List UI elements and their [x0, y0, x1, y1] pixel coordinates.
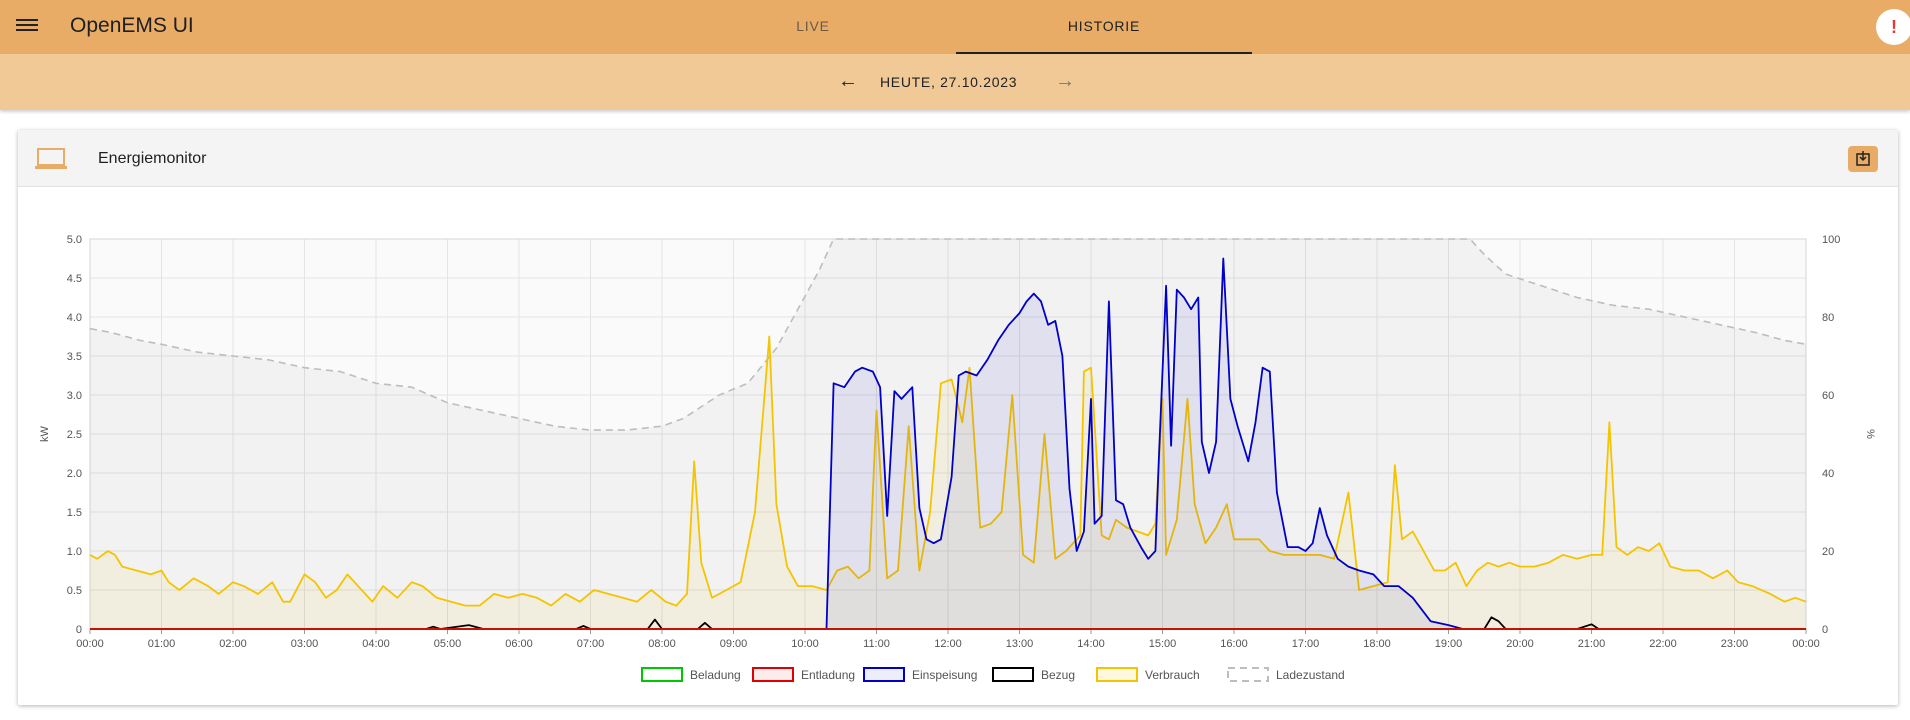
legend-label-bezug: Bezug [1041, 668, 1075, 682]
x-tick-label: 22:00 [1649, 638, 1677, 650]
x-tick-label: 08:00 [648, 638, 676, 650]
x-tick-label: 23:00 [1721, 638, 1749, 650]
legend-swatch-verbrauch [1096, 667, 1138, 682]
y-tick-label: 1.0 [67, 546, 82, 558]
x-tick-label: 07:00 [577, 638, 605, 650]
legend-label-einspeisung: Einspeisung [912, 668, 977, 682]
legend-swatch-bezug [992, 667, 1034, 682]
date-label[interactable]: HEUTE, 27.10.2023 [880, 74, 1018, 90]
series-area-verbrauch [90, 336, 1806, 629]
top-app-bar: OpenEMS UI LIVE HISTORIE ! [0, 0, 1910, 54]
tab-live[interactable]: LIVE [796, 18, 830, 34]
y-tick-label: 0 [76, 624, 82, 636]
y-tick-label: 5.0 [67, 234, 82, 246]
card-title: Energiemonitor [98, 150, 207, 167]
y2-tick-label: 40 [1822, 468, 1834, 480]
tab-historie[interactable]: HISTORIE [956, 0, 1252, 54]
x-tick-label: 11:00 [863, 638, 890, 650]
series-line-einspeisung [90, 257, 1806, 630]
legend-swatch-ladezustand [1227, 667, 1269, 682]
x-tick-label: 06:00 [505, 638, 533, 650]
series-area-einspeisung [90, 258, 1806, 629]
laptop-icon [35, 148, 67, 169]
x-tick-label: 13:00 [1006, 638, 1034, 650]
y-tick-label: 1.5 [67, 507, 82, 519]
y2-axis-title: % [1864, 429, 1876, 439]
legend-swatch-entladung [752, 667, 794, 682]
x-tick-label: 17:00 [1292, 638, 1320, 650]
y2-tick-label: 60 [1822, 390, 1834, 402]
x-tick-label: 20:00 [1506, 638, 1534, 650]
legend-label-entladung: Entladung [801, 668, 855, 682]
x-tick-label: 15:00 [1149, 638, 1177, 650]
arrow-right-icon[interactable]: → [1055, 70, 1075, 92]
series-line-ladezustand [89, 238, 1807, 431]
legend-swatch-beladung [641, 667, 683, 682]
x-tick-label: 03:00 [291, 638, 319, 650]
y-axis-title: kW [39, 425, 51, 442]
card-header: Energiemonitor [18, 130, 1898, 187]
x-tick-label: 18:00 [1363, 638, 1391, 650]
legend-label-beladung: Beladung [690, 668, 741, 682]
x-tick-label: 14:00 [1077, 638, 1105, 650]
x-tick-label: 10:00 [791, 638, 819, 650]
y2-tick-label: 100 [1822, 234, 1840, 246]
series-line-verbrauch [89, 335, 1807, 607]
legend-label-verbrauch: Verbrauch [1145, 668, 1200, 682]
x-tick-label: 00:00 [1792, 638, 1820, 650]
hamburger-menu-icon[interactable] [16, 16, 38, 38]
x-tick-label: 09:00 [720, 638, 748, 650]
x-tick-label: 01:00 [148, 638, 176, 650]
y2-tick-label: 80 [1822, 312, 1834, 324]
y-tick-label: 4.5 [67, 273, 82, 285]
x-tick-label: 05:00 [434, 638, 462, 650]
x-tick-label: 00:00 [76, 638, 104, 650]
app-title: OpenEMS UI [70, 14, 194, 37]
x-tick-label: 21:00 [1578, 638, 1606, 650]
y-tick-label: 3.5 [67, 351, 82, 363]
x-tick-label: 02:00 [219, 638, 247, 650]
y2-tick-label: 0 [1822, 624, 1828, 636]
energy-chart: 0 0.5 1.0 1.5 2.0 2.5 3.0 3.5 4.0 4.5 5.0 0 20 40 60 80… [39, 234, 1876, 682]
legend-swatch-einspeisung [863, 667, 905, 682]
download-icon [1856, 151, 1870, 166]
y-tick-label: 2.5 [67, 429, 82, 441]
x-tick-label: 04:00 [362, 638, 390, 650]
arrow-left-icon[interactable]: ← [838, 70, 858, 92]
legend-label-ladezustand: Ladezustand [1276, 668, 1345, 682]
y-tick-label: 4.0 [67, 312, 82, 324]
x-tick-label: 12:00 [934, 638, 962, 650]
energy-monitor-card: Energiemonitor 0 0.5 1.0 1.5 2.0 2.5 3.0 3.5 4.0… [18, 130, 1898, 705]
date-navigation-bar: ← HEUTE, 27.10.2023 → [0, 54, 1910, 110]
x-tick-label: 19:00 [1435, 638, 1463, 650]
download-button[interactable] [1848, 146, 1878, 172]
alert-icon[interactable]: ! [1876, 9, 1910, 45]
y-tick-label: 2.0 [67, 468, 82, 480]
y-tick-label: 3.0 [67, 390, 82, 402]
y-tick-label: 0.5 [67, 585, 82, 597]
y2-tick-label: 20 [1822, 546, 1834, 558]
x-tick-label: 16:00 [1220, 638, 1248, 650]
